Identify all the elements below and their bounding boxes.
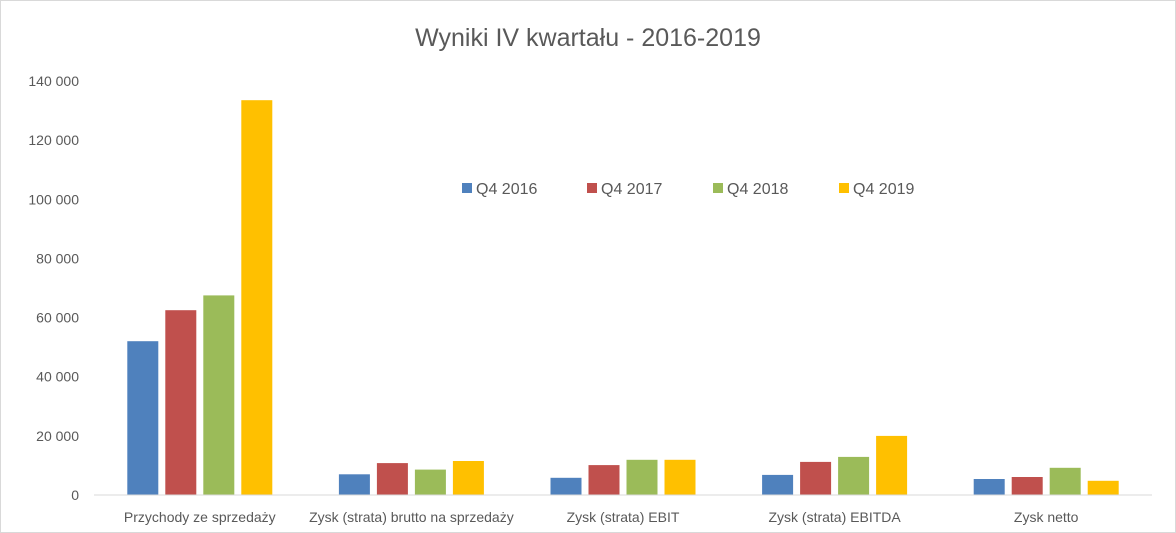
bar-q4-2017 [376, 463, 408, 495]
bar-q4-2017 [800, 461, 832, 495]
bar-q4-2019 [1087, 480, 1119, 495]
legend-swatch [839, 183, 849, 193]
bar-q4-2018 [1049, 467, 1081, 495]
bar-q4-2016 [127, 341, 159, 495]
y-axis: 0 20 000 40 000 60 000 80 000 100 000 120 000 1… [28, 73, 79, 503]
y-tick-label: 40 000 [36, 369, 79, 385]
x-axis: Przychody ze sprzedaży Zysk (strata) brut… [124, 509, 1079, 525]
bar-q4-2019 [664, 459, 696, 495]
legend-label: Q4 2016 [476, 181, 537, 198]
legend-label: Q4 2019 [853, 181, 914, 198]
y-tick-label: 140 000 [28, 73, 79, 89]
y-tick-label: 0 [71, 487, 79, 503]
chart-title: Wyniki IV kwartału - 2016-2019 [415, 24, 761, 52]
x-category-label: Przychody ze sprzedaży [124, 509, 276, 525]
bar-q4-2018 [414, 469, 446, 495]
y-tick-label: 20 000 [36, 428, 79, 444]
legend-swatch [462, 183, 472, 193]
x-category-label: Zysk (strata) brutto na sprzedaży [309, 509, 514, 525]
bars [127, 100, 1119, 495]
bar-q4-2016 [762, 474, 794, 495]
bar-q4-2017 [1011, 477, 1043, 495]
y-tick-label: 100 000 [28, 191, 79, 207]
bar-q4-2016 [973, 479, 1005, 495]
bar-q4-2018 [838, 456, 870, 495]
legend-swatch [713, 183, 723, 193]
x-category-label: Zysk (strata) EBITDA [768, 509, 901, 525]
bar-q4-2017 [165, 310, 197, 495]
y-tick-label: 120 000 [28, 132, 79, 148]
x-category-label: Zysk netto [1014, 509, 1079, 525]
y-tick-label: 60 000 [36, 310, 79, 326]
y-tick-label: 80 000 [36, 250, 79, 266]
legend: Q4 2016 Q4 2017 Q4 2018 Q4 2019 [462, 181, 914, 198]
bar-q4-2019 [876, 435, 908, 495]
legend-label: Q4 2018 [727, 181, 788, 198]
x-category-label: Zysk (strata) EBIT [567, 509, 680, 525]
bar-q4-2019 [241, 100, 273, 495]
legend-label: Q4 2017 [601, 181, 662, 198]
bar-q4-2018 [203, 295, 235, 495]
bar-q4-2016 [550, 477, 582, 495]
bar-q4-2019 [452, 461, 484, 495]
bar-q4-2016 [338, 474, 370, 495]
bar-q4-2018 [626, 459, 658, 495]
bar-q4-2017 [588, 465, 620, 495]
legend-swatch [587, 183, 597, 193]
